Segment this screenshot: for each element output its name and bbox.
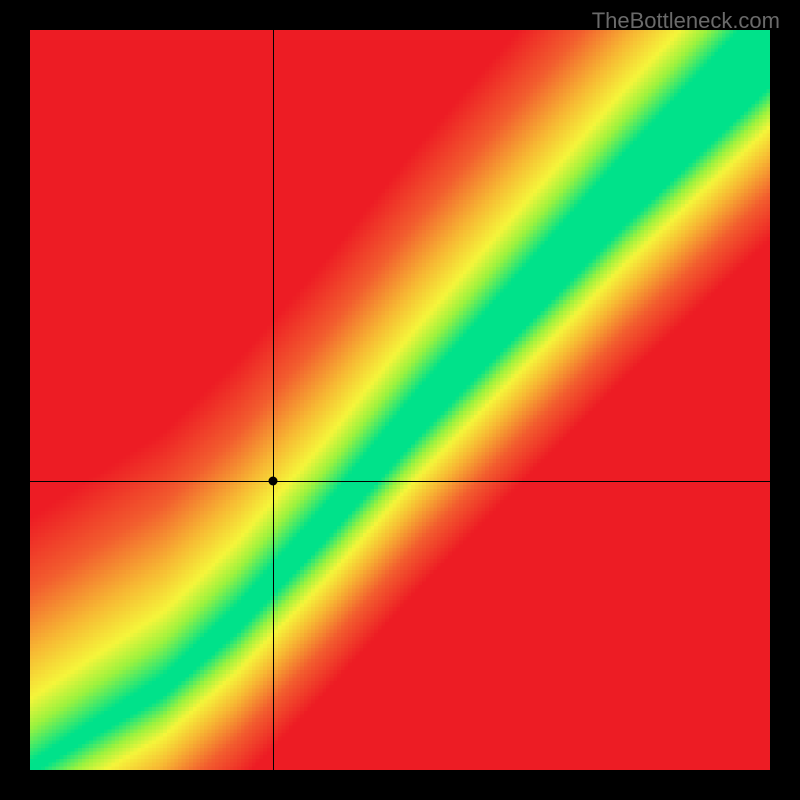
marker-dot bbox=[268, 477, 277, 486]
heatmap-canvas bbox=[30, 30, 770, 770]
crosshair-vertical bbox=[273, 30, 274, 770]
plot-area bbox=[30, 30, 770, 770]
watermark-text: TheBottleneck.com bbox=[592, 8, 780, 34]
crosshair-horizontal bbox=[30, 481, 770, 482]
